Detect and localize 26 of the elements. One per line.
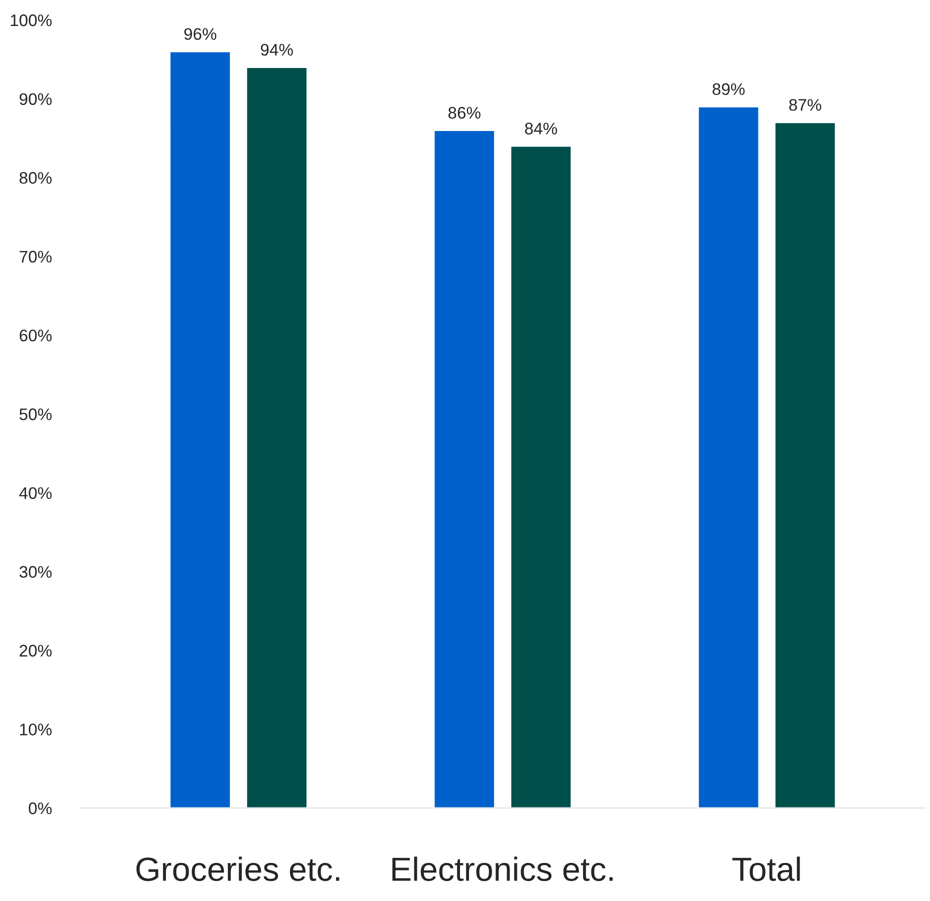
y-tick-label: 80% [20,172,52,184]
y-tick-label: 60% [20,330,52,342]
y-tick-label: 50% [20,408,52,420]
y-tick-label: 10% [20,724,52,736]
data-label: 96% [184,28,216,40]
y-tick-label: 70% [20,250,52,263]
bar [774,122,836,808]
data-label: 84% [525,122,558,134]
x-tick-label: Total [732,856,800,882]
x-tick-label: Electronics etc. [392,856,613,882]
x-tick-label: Groceries etc. [136,856,340,882]
data-label: 89% [712,83,745,96]
y-tick-label: 40% [19,487,52,500]
bar [510,145,572,808]
bar [433,130,496,808]
data-label: 86% [448,106,480,119]
data-label: 87% [789,99,822,111]
bar [697,106,760,808]
data-label: 94% [260,44,293,56]
y-tick-label: 0% [28,802,52,814]
y-tick-label: 20% [20,644,52,657]
y-tick-label: 90% [20,93,52,106]
bar [246,66,308,808]
bar [169,50,232,808]
y-tick-label: 100% [10,14,52,26]
y-tick-label: 30% [20,566,52,578]
